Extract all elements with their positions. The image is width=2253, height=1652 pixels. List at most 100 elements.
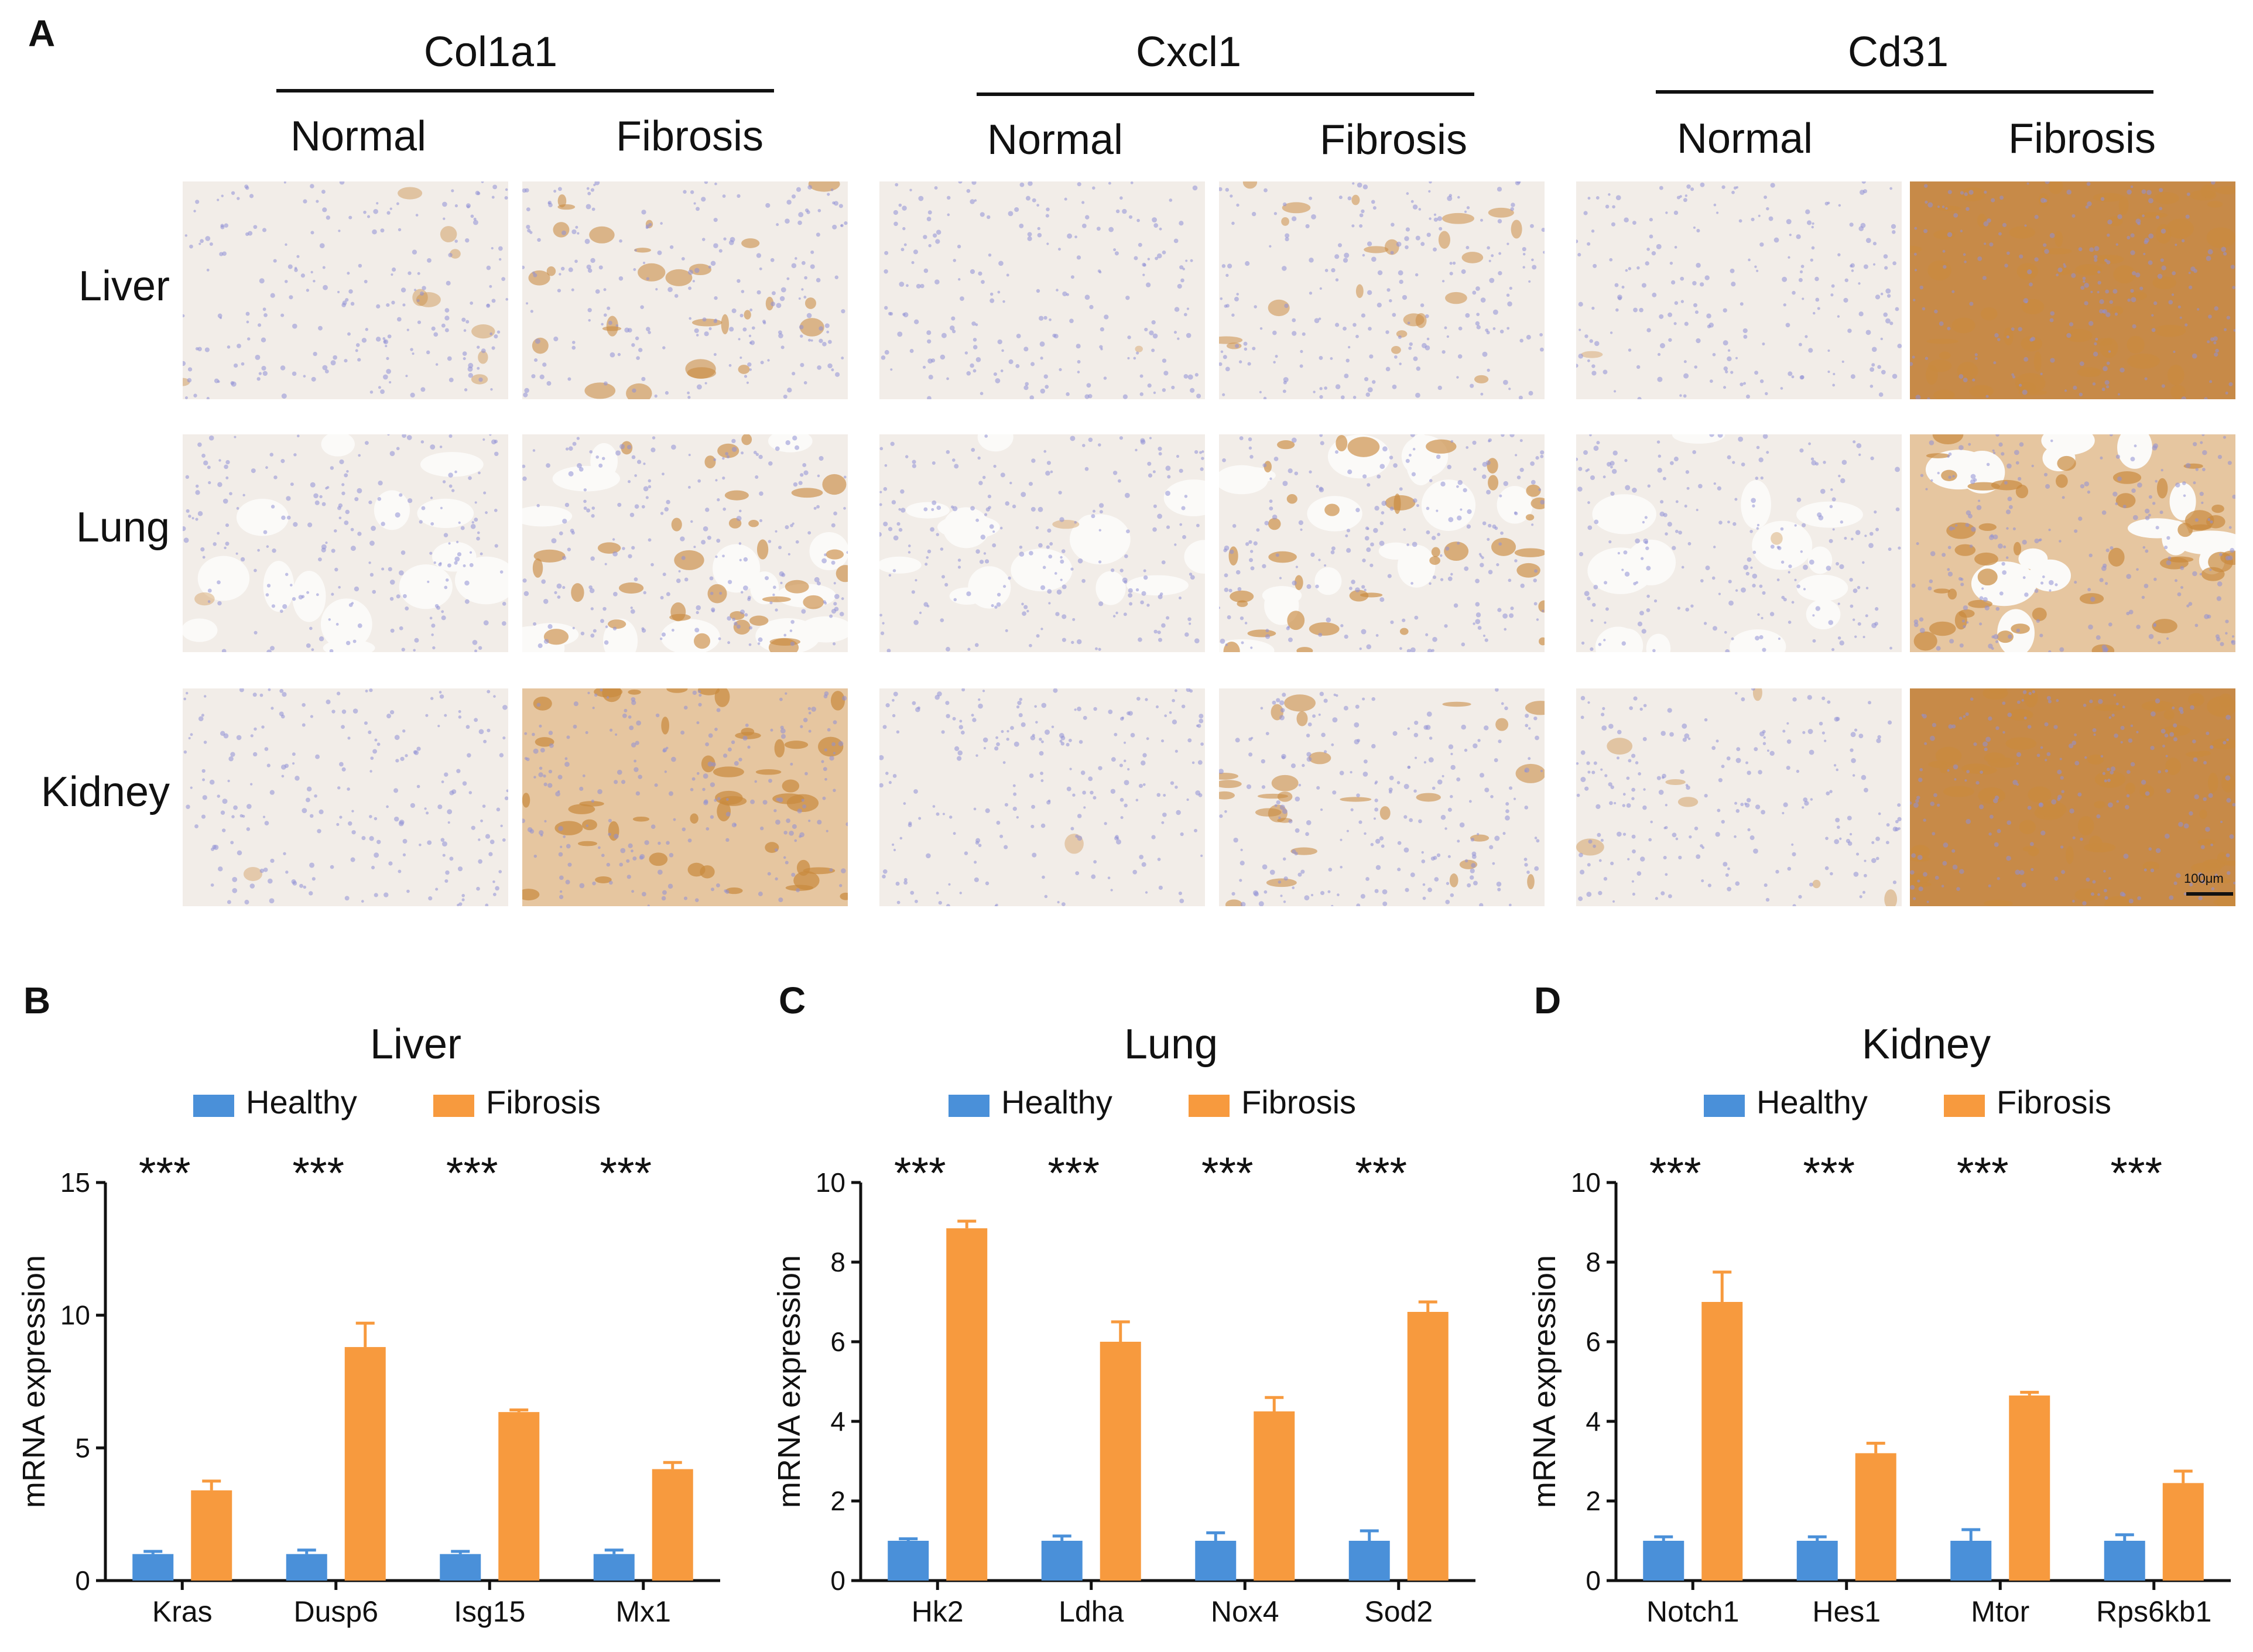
y-tick-label: 4 [830,1406,845,1437]
legend-swatch-fibrosis [1944,1095,1985,1117]
micrograph-liver-cxcl1-fibrosis [1219,181,1545,399]
x-tick-label: Dusp6 [293,1595,378,1628]
x-tick-label: Ldha [1059,1595,1124,1628]
micrograph-lung-col1a1-fibrosis [522,434,848,652]
y-tick-label: 5 [75,1432,90,1463]
micrograph-kidney-col1a1-fibrosis [522,688,848,906]
legend-label-fibrosis: Fibrosis [1997,1084,2111,1120]
legend-label-fibrosis: Fibrosis [486,1084,601,1120]
x-tick-label: Kras [152,1595,213,1628]
micrograph-lung-cxcl1-fibrosis [1219,434,1545,652]
micrograph-kidney-cd31-fibrosis [1910,688,2235,906]
x-tick-label: Mx1 [616,1595,671,1628]
x-tick-label: Hk2 [912,1595,964,1628]
condition-label-cxcl1-fibrosis: Fibrosis [1319,116,1468,163]
significance-marker: *** [446,1149,498,1198]
panel-letter-c: C [779,979,806,1022]
significance-marker: *** [600,1149,652,1198]
bar-fibrosis-ldha [1100,1342,1141,1581]
scale-bar [2186,892,2233,896]
significance-marker: *** [139,1149,191,1198]
y-tick-label: 0 [830,1565,845,1596]
legend-swatch-fibrosis [1189,1095,1230,1117]
bar-healthy-dusp6 [286,1554,327,1581]
micrograph-kidney-cd31-normal [1576,688,1902,906]
legend-label-healthy: Healthy [1756,1084,1868,1120]
legend-label-healthy: Healthy [1001,1084,1112,1120]
micrograph-lung-col1a1-normal [183,434,508,652]
x-tick-label: Notch1 [1646,1595,1739,1628]
y-tick-label: 8 [1586,1247,1601,1277]
condition-label-col1a1-normal: Normal [290,113,427,160]
y-tick-label: 6 [1586,1327,1601,1357]
bar-healthy-kras [132,1554,174,1581]
marker-underline-col1a1 [276,89,774,92]
significance-marker: *** [2110,1149,2162,1198]
bar-fibrosis-hes1 [1855,1453,1896,1581]
x-tick-label: Rps6kb1 [2096,1595,2211,1628]
micrograph-lung-cd31-fibrosis [1910,434,2235,652]
x-tick-label: Isg15 [454,1595,525,1628]
bar-healthy-rps6kb1 [2104,1541,2145,1581]
marker-label-cd31: Cd31 [1847,29,1949,76]
micrograph-liver-cd31-fibrosis [1910,181,2235,399]
bar-fibrosis-nox4 [1254,1411,1295,1581]
row-label-lung: Lung [76,504,170,551]
legend-swatch-healthy [1704,1095,1745,1117]
bar-healthy-mx1 [593,1554,635,1581]
y-axis-label: mRNA expression [16,1255,52,1508]
marker-label-cxcl1: Cxcl1 [1135,29,1242,76]
bar-fibrosis-rps6kb1 [2162,1483,2204,1581]
bar-chart-liver: Liver Healthy Fibrosis 0 5 10 15 mRNA expressio… [0,1019,726,1639]
condition-label-col1a1-fibrosis: Fibrosis [615,113,764,160]
y-tick-label: 15 [60,1167,90,1198]
legend-label-healthy: Healthy [246,1084,357,1120]
significance-marker: *** [1355,1149,1407,1198]
significance-marker: *** [1957,1149,2009,1198]
micrograph-kidney-cxcl1-normal [879,688,1205,906]
bar-healthy-sod2 [1348,1541,1390,1581]
panel-letter-b: B [23,979,51,1022]
legend-swatch-healthy [193,1095,234,1117]
y-tick-label: 6 [830,1327,845,1357]
bar-healthy-hes1 [1796,1541,1838,1581]
condition-label-cxcl1-normal: Normal [987,116,1124,163]
bar-fibrosis-notch1 [1701,1302,1743,1581]
marker-label-col1a1: Col1a1 [423,29,558,76]
row-label-kidney: Kidney [40,769,170,815]
row-label-liver: Liver [78,263,170,310]
condition-label-cd31-fibrosis: Fibrosis [2008,115,2156,162]
legend-swatch-healthy [949,1095,989,1117]
marker-underline-cd31 [1656,90,2153,94]
micrograph-kidney-cxcl1-fibrosis [1219,688,1545,906]
micrograph-kidney-col1a1-normal [183,688,508,906]
panel-letter-d: D [1534,979,1562,1022]
significance-marker: *** [894,1149,946,1198]
micrograph-liver-col1a1-fibrosis [522,181,848,399]
bar-fibrosis-sod2 [1407,1312,1449,1581]
legend-label-fibrosis: Fibrosis [1241,1084,1356,1120]
micrograph-lung-cxcl1-normal [879,434,1205,652]
y-tick-label: 0 [75,1565,90,1596]
x-tick-label: Hes1 [1812,1595,1881,1628]
bar-chart-kidney: Kidney Healthy Fibrosis 0 2 4 6 8 10 mRNA express… [1511,1019,2237,1639]
chart-title: Liver [370,1021,461,1068]
x-tick-label: Nox4 [1211,1595,1279,1628]
panel-letter-a: A [28,12,56,54]
y-tick-label: 4 [1586,1406,1601,1437]
significance-marker: *** [1047,1149,1100,1198]
legend-swatch-fibrosis [433,1095,474,1117]
bar-healthy-hk2 [888,1541,929,1581]
x-tick-label: Mtor [1971,1595,2029,1628]
marker-underline-cxcl1 [977,92,1474,96]
y-tick-label: 2 [830,1486,845,1516]
bar-healthy-isg15 [440,1554,481,1581]
y-tick-label: 2 [1586,1486,1601,1516]
bar-healthy-ldha [1041,1541,1083,1581]
bar-fibrosis-kras [191,1490,232,1581]
significance-marker: *** [292,1149,344,1198]
micrograph-liver-col1a1-normal [183,181,508,399]
bar-healthy-mtor [1950,1541,1992,1581]
scale-bar-label: 100μm [2184,871,2224,886]
micrograph-liver-cd31-normal [1576,181,1902,399]
